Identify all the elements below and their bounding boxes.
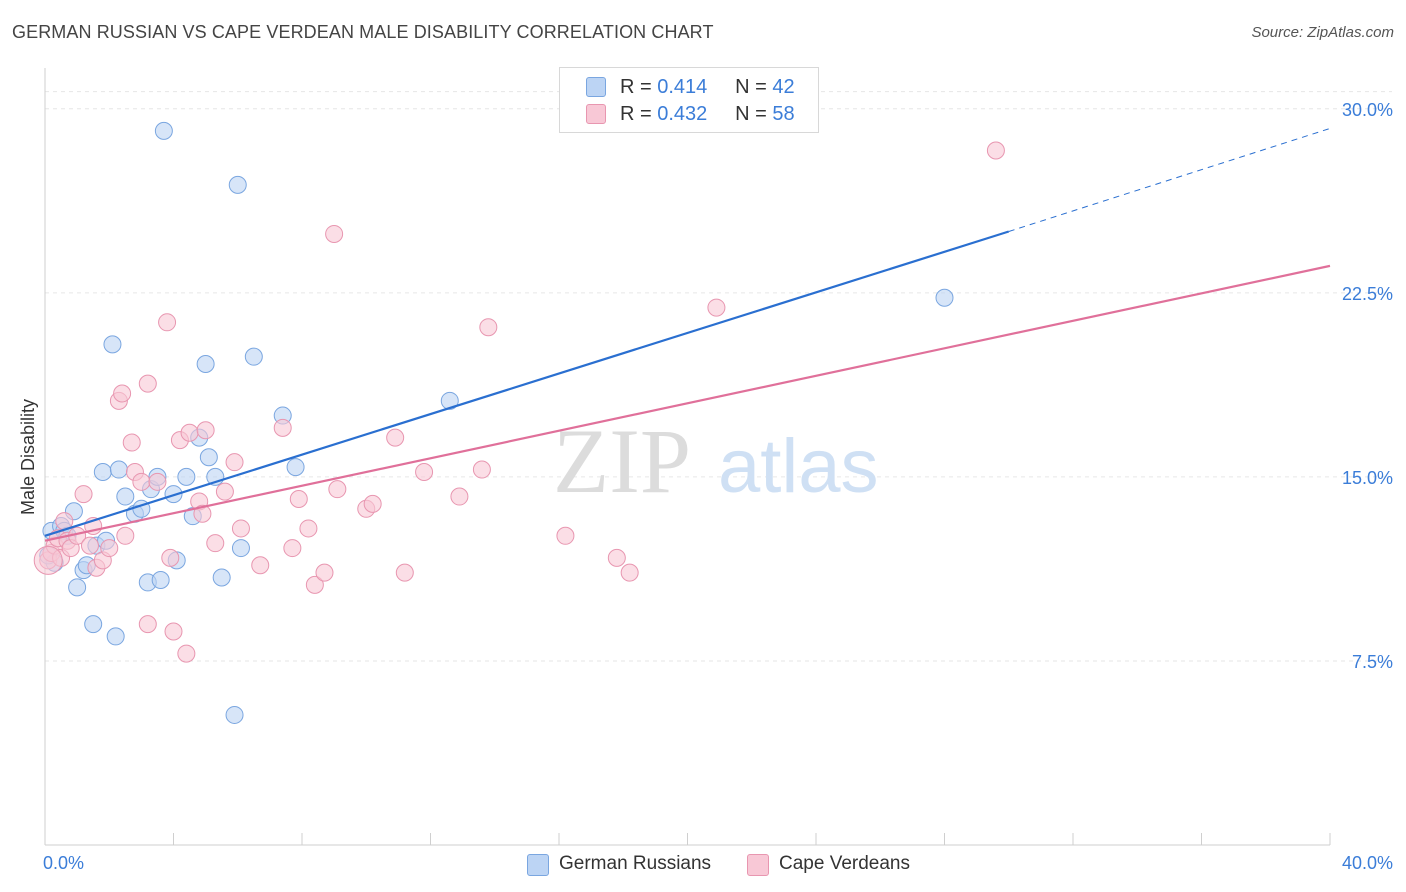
point-cape-verdeans xyxy=(305,575,324,594)
point-cape-verdeans xyxy=(161,548,180,567)
series-legend: German Russians Cape Verdeans xyxy=(0,850,1406,880)
point-cape-verdeans xyxy=(138,374,157,393)
point-cape-verdeans xyxy=(113,384,132,403)
point-german-russians xyxy=(84,615,103,634)
point-cape-verdeans xyxy=(193,504,212,523)
point-cape-verdeans xyxy=(138,615,157,634)
point-cape-verdeans xyxy=(164,622,183,641)
point-german-russians xyxy=(116,487,135,506)
point-german-russians xyxy=(106,627,125,646)
point-cape-verdeans xyxy=(196,421,215,440)
point-german-russians xyxy=(199,448,218,467)
point-german-russians xyxy=(212,568,231,587)
y-tick-label: 7.5% xyxy=(1352,652,1393,672)
point-cape-verdeans xyxy=(472,460,491,479)
legend-text: R = 0.432 N = 58 xyxy=(620,103,795,126)
point-cape-verdeans xyxy=(289,489,308,508)
watermark-atlas: atlas xyxy=(718,424,879,509)
legend-n-value: 58 xyxy=(772,103,795,125)
point-german-russians xyxy=(244,347,263,366)
point-cape-verdeans xyxy=(225,453,244,472)
point-cape-verdeans xyxy=(325,224,344,243)
y-axis-title: Male Disability xyxy=(18,399,38,515)
point-german-russians xyxy=(286,458,305,477)
point-cape-verdeans xyxy=(180,423,199,442)
legend-text: R = 0.414 N = 42 xyxy=(620,76,795,99)
point-german-russians xyxy=(103,335,122,354)
point-cape-verdeans xyxy=(158,313,177,332)
y-tick-label: 30.0% xyxy=(1342,100,1393,120)
trendline-cape-verdeans xyxy=(44,264,1331,542)
y-tick-label: 22.5% xyxy=(1342,284,1393,304)
point-cape-verdeans xyxy=(386,428,405,447)
point-cape-verdeans xyxy=(148,472,167,491)
x-tick-label: 40.0% xyxy=(1342,853,1393,873)
point-german-russians xyxy=(109,460,128,479)
point-cape-verdeans xyxy=(395,563,414,582)
point-cape-verdeans xyxy=(283,539,302,558)
point-cape-verdeans xyxy=(177,644,196,663)
series-label: Cape Verdeans xyxy=(779,853,910,874)
legend-r-value: 0.414 xyxy=(657,76,708,98)
point-cape-verdeans xyxy=(315,563,334,582)
point-german-russians xyxy=(93,462,112,481)
point-german-russians xyxy=(154,121,173,140)
point-cape-verdeans xyxy=(415,462,434,481)
point-german-russians xyxy=(177,467,196,486)
legend-n-label: N = xyxy=(735,76,767,98)
legend-n-label: N = xyxy=(735,103,767,125)
point-cape-verdeans xyxy=(132,472,151,491)
point-cape-verdeans xyxy=(273,418,292,437)
point-cape-verdeans xyxy=(556,526,575,545)
legend-r-label: R = xyxy=(620,103,652,125)
trendline-german-russians-extension xyxy=(1008,127,1331,232)
legend-swatch-blue xyxy=(586,77,606,97)
point-cape-verdeans xyxy=(100,539,119,558)
point-cape-verdeans xyxy=(607,548,626,567)
point-german-russians xyxy=(68,578,87,597)
point-cape-verdeans xyxy=(122,433,141,452)
point-cape-verdeans xyxy=(215,482,234,501)
point-cape-verdeans xyxy=(206,534,225,553)
point-cape-verdeans xyxy=(479,318,498,337)
legend-r-value: 0.432 xyxy=(657,103,708,125)
source-note: Source: ZipAtlas.com xyxy=(1251,24,1394,41)
point-cape-verdeans xyxy=(251,556,270,575)
point-cape-verdeans xyxy=(986,141,1005,160)
point-german-russians xyxy=(151,570,170,589)
point-cape-verdeans xyxy=(620,563,639,582)
series-swatch-blue xyxy=(527,854,549,876)
series-label: German Russians xyxy=(559,853,712,874)
point-german-russians xyxy=(935,288,954,307)
point-german-russians xyxy=(225,705,244,724)
chart-title: GERMAN RUSSIAN VS CAPE VERDEAN MALE DISA… xyxy=(12,22,714,42)
point-cape-verdeans xyxy=(74,485,93,504)
point-german-russians xyxy=(440,391,459,410)
point-cape-verdeans xyxy=(450,487,469,506)
legend-swatch-pink xyxy=(586,104,606,124)
point-cluster xyxy=(33,545,63,575)
series-swatch-pink xyxy=(747,854,769,876)
point-cape-verdeans xyxy=(707,298,726,317)
y-tick-label: 15.0% xyxy=(1342,468,1393,488)
point-cape-verdeans xyxy=(80,536,99,555)
trendline-german-russians xyxy=(44,230,1010,537)
point-german-russians xyxy=(228,175,247,194)
point-cape-verdeans xyxy=(328,480,347,499)
point-german-russians xyxy=(231,539,250,558)
point-cape-verdeans xyxy=(231,519,250,538)
point-cape-verdeans xyxy=(116,526,135,545)
point-cape-verdeans xyxy=(299,519,318,538)
x-tick-label: 0.0% xyxy=(43,853,84,873)
legend-r-label: R = xyxy=(620,76,652,98)
point-cape-verdeans xyxy=(363,494,382,513)
stats-legend: R = 0.414 N = 42 R = 0.432 N = 58 xyxy=(559,67,819,133)
watermark-zip: ZIP xyxy=(553,410,691,512)
point-german-russians xyxy=(196,355,215,374)
legend-n-value: 42 xyxy=(772,76,795,98)
